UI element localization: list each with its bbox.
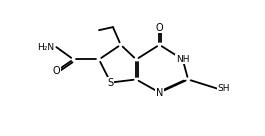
Text: O: O	[52, 66, 60, 76]
Text: S: S	[108, 78, 114, 88]
Text: SH: SH	[218, 84, 230, 93]
Text: O: O	[156, 23, 163, 33]
Text: NH: NH	[176, 55, 189, 64]
Text: N: N	[156, 88, 163, 98]
Text: H₂N: H₂N	[37, 43, 54, 52]
